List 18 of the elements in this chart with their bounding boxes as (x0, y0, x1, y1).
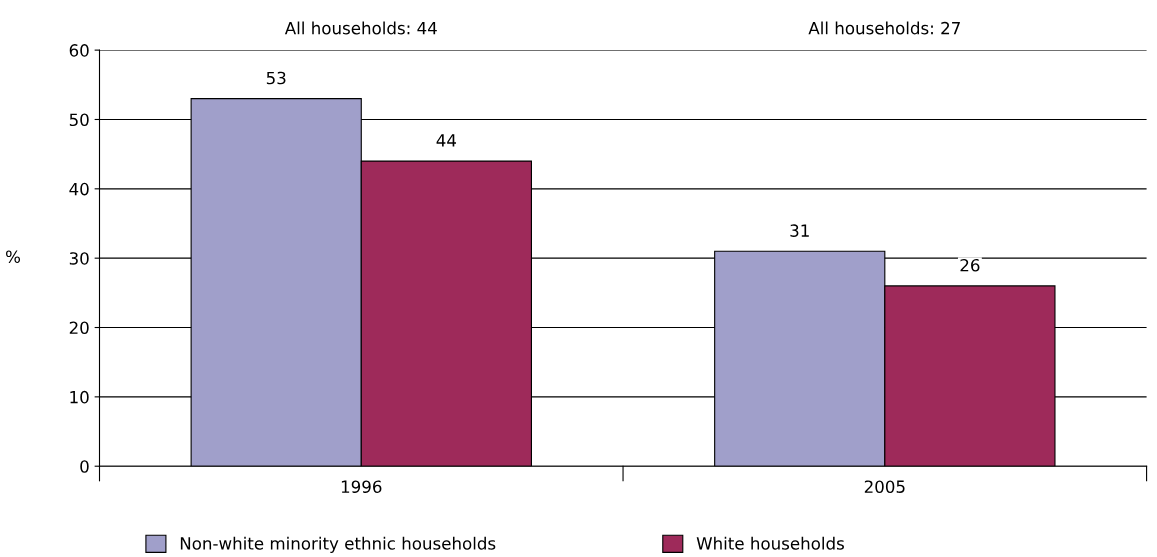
data-label: 53 (266, 71, 286, 85)
legend-label: Non-white minority ethnic households (180, 536, 496, 553)
x-tick-label: 2005 (864, 480, 905, 493)
x-tick-label: 1996 (341, 480, 382, 493)
legend-label: White households (696, 536, 844, 550)
y-tick-label: 10 (70, 390, 89, 404)
y-tick-label: 30 (69, 252, 89, 265)
y-tick-label: 60 (69, 44, 89, 57)
text: All households: 27 (808, 21, 960, 35)
y-tick-label: 0 (80, 460, 89, 473)
data-label: 26 (960, 258, 980, 272)
y-tick-label: 50 (69, 113, 89, 127)
y-tick-label: 40 (69, 182, 89, 196)
y-tick-label: 20 (69, 321, 89, 335)
text: All households: 44 (284, 21, 437, 35)
data-label: 44 (436, 134, 457, 147)
data-label: 31 (790, 224, 809, 237)
y-axis-title: % (6, 250, 21, 264)
